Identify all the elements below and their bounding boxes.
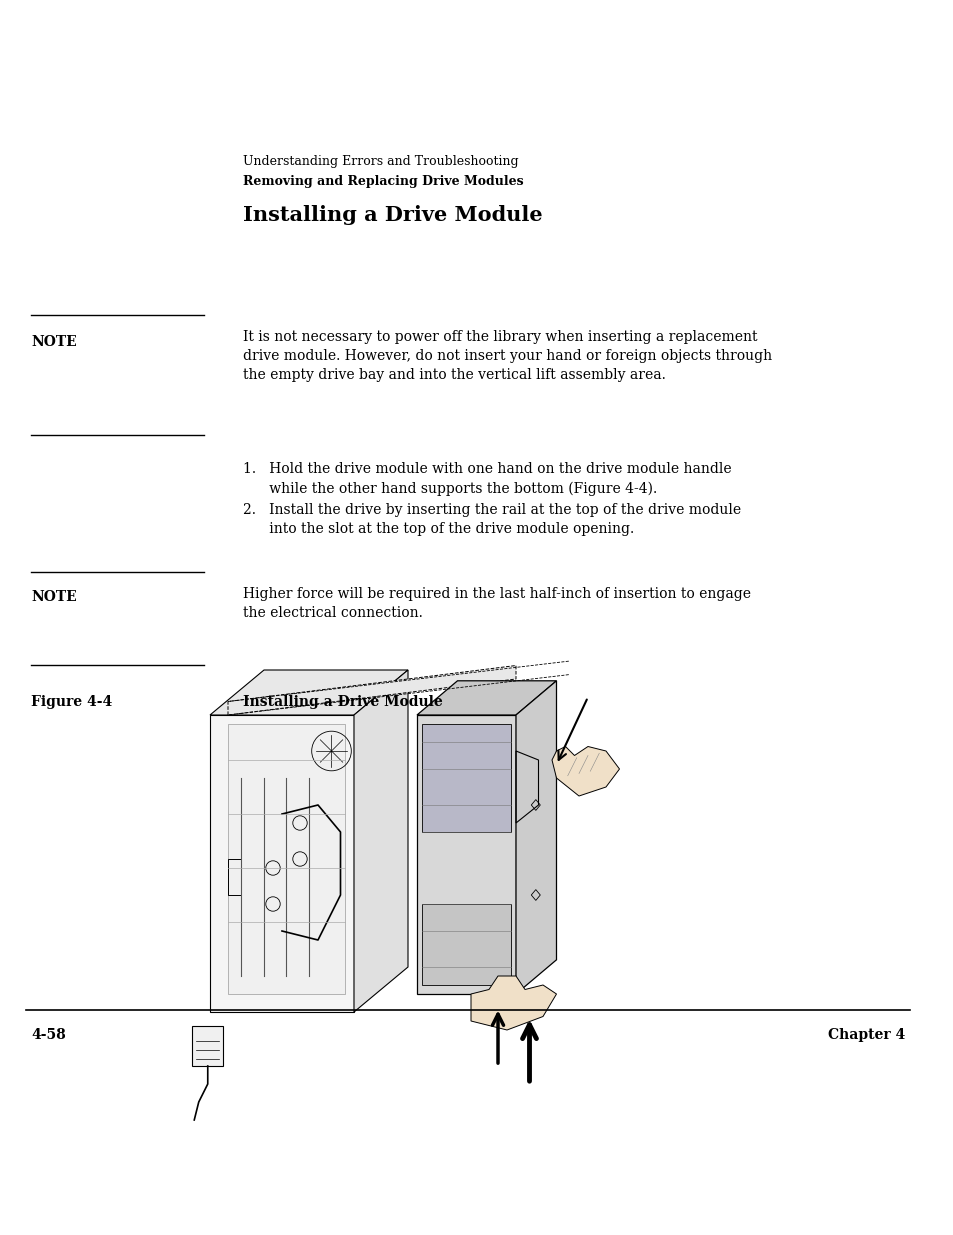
Polygon shape <box>210 715 354 1011</box>
Text: Installing a Drive Module: Installing a Drive Module <box>243 205 542 225</box>
Text: Understanding Errors and Troubleshooting: Understanding Errors and Troubleshooting <box>243 156 518 168</box>
Polygon shape <box>416 715 516 994</box>
Polygon shape <box>210 671 408 715</box>
Text: Chapter 4: Chapter 4 <box>827 1028 904 1042</box>
Text: 1.   Hold the drive module with one hand on the drive module handle
      while : 1. Hold the drive module with one hand o… <box>243 462 731 495</box>
Polygon shape <box>416 680 556 715</box>
Text: It is not necessary to power off the library when inserting a replacement
drive : It is not necessary to power off the lib… <box>243 330 771 382</box>
Polygon shape <box>421 904 511 986</box>
Polygon shape <box>552 746 618 797</box>
Polygon shape <box>228 724 345 994</box>
Text: Installing a Drive Module: Installing a Drive Module <box>243 695 442 709</box>
Text: NOTE: NOTE <box>30 335 76 350</box>
Polygon shape <box>516 680 556 994</box>
Polygon shape <box>228 666 516 715</box>
Polygon shape <box>471 976 556 1030</box>
Text: 4-58: 4-58 <box>30 1028 66 1042</box>
Text: NOTE: NOTE <box>30 590 76 604</box>
Polygon shape <box>354 671 408 1011</box>
Text: Removing and Replacing Drive Modules: Removing and Replacing Drive Modules <box>243 175 523 188</box>
Bar <box>192 1025 223 1066</box>
Text: Higher force will be required in the last half-inch of insertion to engage
the e: Higher force will be required in the las… <box>243 587 750 620</box>
Text: Figure 4-4: Figure 4-4 <box>30 695 112 709</box>
Text: 2.   Install the drive by inserting the rail at the top of the drive module
    : 2. Install the drive by inserting the ra… <box>243 503 740 536</box>
Polygon shape <box>421 724 511 832</box>
